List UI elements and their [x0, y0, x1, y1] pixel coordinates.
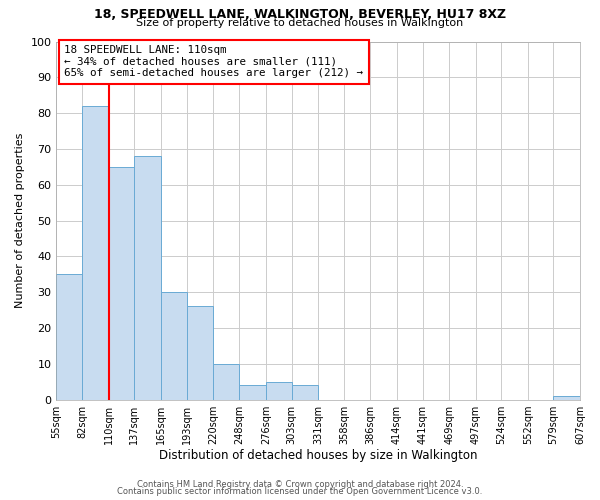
Bar [239, 386, 266, 400]
Bar [134, 156, 161, 400]
Text: 18, SPEEDWELL LANE, WALKINGTON, BEVERLEY, HU17 8XZ: 18, SPEEDWELL LANE, WALKINGTON, BEVERLEY… [94, 8, 506, 20]
Bar [292, 386, 318, 400]
Y-axis label: Number of detached properties: Number of detached properties [15, 133, 25, 308]
Text: Contains public sector information licensed under the Open Government Licence v3: Contains public sector information licen… [118, 487, 482, 496]
Text: Size of property relative to detached houses in Walkington: Size of property relative to detached ho… [136, 18, 464, 28]
Bar [213, 364, 239, 400]
Bar [266, 382, 292, 400]
Bar [187, 306, 213, 400]
Bar [56, 274, 82, 400]
Text: Contains HM Land Registry data © Crown copyright and database right 2024.: Contains HM Land Registry data © Crown c… [137, 480, 463, 489]
Bar [82, 106, 109, 400]
X-axis label: Distribution of detached houses by size in Walkington: Distribution of detached houses by size … [159, 450, 478, 462]
Bar [161, 292, 187, 400]
Text: 18 SPEEDWELL LANE: 110sqm
← 34% of detached houses are smaller (111)
65% of semi: 18 SPEEDWELL LANE: 110sqm ← 34% of detac… [64, 45, 363, 78]
Bar [553, 396, 580, 400]
Bar [109, 167, 134, 400]
